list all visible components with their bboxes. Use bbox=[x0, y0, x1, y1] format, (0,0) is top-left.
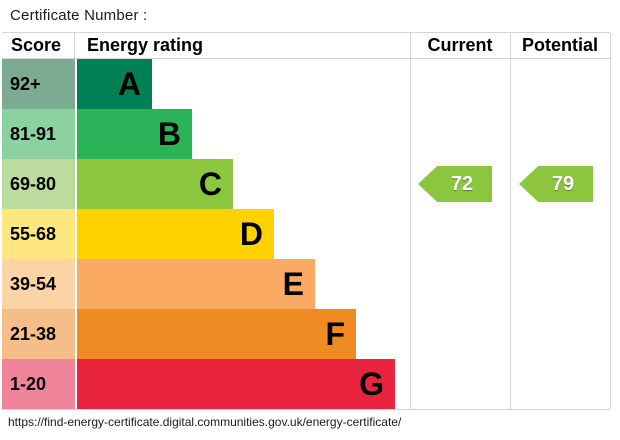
rating-bar-f: F bbox=[77, 309, 356, 359]
band-row-e: 39-54 E bbox=[2, 259, 610, 309]
rating-bar-a: A bbox=[77, 59, 152, 109]
bands-rows: 92+ A 81-91 B 69-80 C 55-68 D 39-54 E 21-38 F 1-20 G bbox=[2, 59, 610, 409]
score-range-e: 39-54 bbox=[2, 259, 75, 309]
band-row-b: 81-91 B bbox=[2, 109, 610, 159]
rating-bar-g: G bbox=[77, 359, 395, 409]
band-row-d: 55-68 D bbox=[2, 209, 610, 259]
score-range-g: 1-20 bbox=[2, 359, 75, 409]
rating-bar-b: B bbox=[77, 109, 192, 159]
score-range-f: 21-38 bbox=[2, 309, 75, 359]
current-rating-value: 72 bbox=[450, 172, 474, 195]
footer-url: https://find-energy-certificate.digital.… bbox=[8, 415, 402, 429]
score-range-b: 81-91 bbox=[2, 109, 75, 159]
header-energy-rating: Energy rating bbox=[87, 35, 204, 55]
table-header-row: Score Energy rating Current Potential bbox=[2, 33, 610, 59]
band-row-g: 1-20 G bbox=[2, 359, 610, 409]
rating-bar-e: E bbox=[77, 259, 315, 309]
band-row-f: 21-38 F bbox=[2, 309, 610, 359]
rating-bar-c: C bbox=[77, 159, 233, 209]
table-right-border bbox=[610, 33, 611, 409]
header-current: Current bbox=[427, 35, 493, 55]
column-divider-potential bbox=[510, 33, 511, 409]
potential-rating-value: 79 bbox=[551, 172, 575, 195]
page-title: Certificate Number : bbox=[10, 7, 148, 24]
score-range-a: 92+ bbox=[2, 59, 75, 109]
band-row-a: 92+ A bbox=[2, 59, 610, 109]
column-divider-current bbox=[410, 33, 411, 409]
header-potential: Potential bbox=[521, 35, 598, 55]
band-row-c: 69-80 C bbox=[2, 159, 610, 209]
header-score: Score bbox=[2, 33, 75, 58]
score-range-d: 55-68 bbox=[2, 209, 75, 259]
score-range-c: 69-80 bbox=[2, 159, 75, 209]
rating-bar-d: D bbox=[77, 209, 274, 259]
energy-rating-table: Score Energy rating Current Potential 92… bbox=[2, 32, 611, 410]
